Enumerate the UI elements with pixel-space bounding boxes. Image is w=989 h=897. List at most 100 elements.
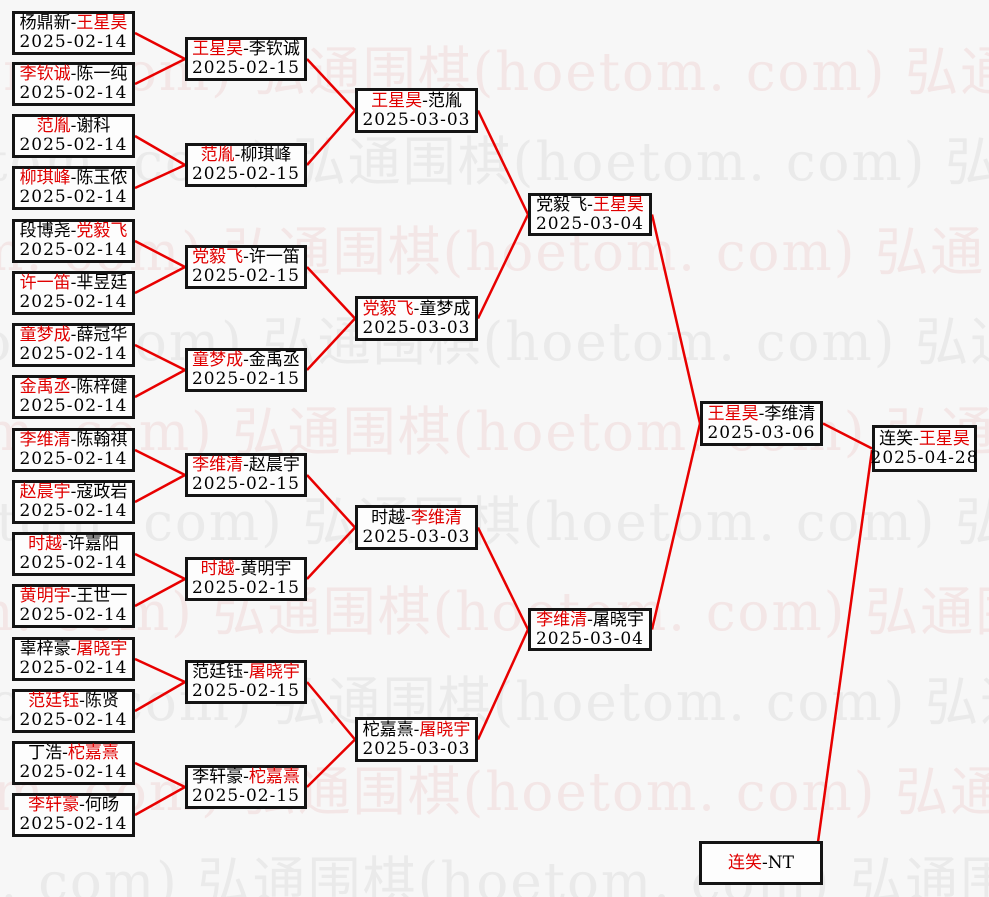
name-separator: - [70,325,77,345]
player2-name: 芈昱廷 [76,273,128,293]
match-players: 赵晨宇 - 寇政岩 [20,483,128,502]
match-box: 李维清 - 陈翰祺 2025-02-14 [12,428,135,472]
name-separator: - [762,852,768,873]
match-players: 段博尧 - 党毅飞 [20,222,128,241]
player2-name: 李维清 [764,403,816,424]
player2-name: 陈贤 [84,691,119,711]
connector-line [134,163,186,190]
connector-line [134,680,186,713]
match-date: 2025-02-14 [19,83,128,103]
match-box: 李钦诚 - 陈一纯 2025-02-14 [12,62,135,106]
player1-name: 段博尧 [19,221,71,241]
name-separator: - [913,428,919,449]
match-players: 金禹丞 - 陈梓健 [20,378,128,397]
connector-line [476,109,530,216]
match-box: 金禹丞 - 陈梓健 2025-02-14 [12,375,135,419]
match-box: 范廷钰 - 屠晓宇 2025-02-15 [185,660,307,704]
connector-line [816,449,874,843]
connector-line [134,239,186,269]
match-date: 2025-02-15 [191,681,300,701]
name-separator: - [70,430,77,450]
name-separator: - [70,168,77,188]
match-date: 2025-02-15 [191,474,300,494]
player1-name: 连笑 [728,852,763,873]
player2-name: 党毅飞 [76,221,128,241]
player2-name: 王星昊 [918,428,970,449]
name-separator: - [70,64,77,84]
match-date: 2025-03-06 [707,422,816,443]
match-date: 2025-02-15 [191,786,300,806]
player2-name: 许嘉阳 [67,534,119,554]
player2-name: 许一笛 [248,247,300,267]
match-date: 2025-02-14 [19,658,128,678]
match-date: 2025-02-15 [191,369,300,389]
player1-name: 柳琪峰 [19,168,71,188]
player2-name: 王星昊 [76,13,128,33]
name-separator: - [70,221,77,241]
player1-name: 李轩豪 [192,767,244,787]
match-box: 丁浩 - 柁嘉熹 2025-02-14 [12,741,135,785]
match-players: 范胤 - 柳琪峰 [201,146,292,165]
match-date: 2025-02-14 [19,240,128,260]
match-box: 柳琪峰 - 陈玉侬 2025-02-14 [12,166,135,210]
match-players: 李维清 - 屠晓宇 [536,610,644,630]
connector-line [134,657,186,684]
match-date: 2025-02-14 [19,710,128,730]
match-players: 黄明宇 - 王世一 [20,587,128,606]
match-date: 2025-02-14 [19,605,128,625]
match-box: 党毅飞 - 王星昊 2025-03-04 [528,193,652,236]
player2-name: 谢科 [76,116,111,136]
player2-name: 童梦成 [419,298,471,319]
match-date: 2025-02-14 [19,501,128,521]
match-players: 李钦诚 - 陈一纯 [20,65,128,84]
match-box: 李轩豪 - 何旸 2025-02-14 [12,793,135,837]
connector-line [822,422,873,450]
player2-name: 金禹丞 [248,350,300,370]
connector-line [476,526,530,631]
player1-name: 连笑 [879,428,914,449]
match-date: 2025-03-04 [535,628,644,649]
name-separator: - [70,482,77,502]
player2-name: 陈翰祺 [76,430,128,450]
match-players: 童梦成 - 薛冠华 [20,326,128,345]
player1-name: 党毅飞 [536,194,588,215]
player2-name: 寇政岩 [76,482,128,502]
name-separator: - [70,273,77,293]
match-date: 2025-02-14 [19,32,128,52]
match-box: 王星昊 - 范胤 2025-03-03 [355,88,478,133]
name-separator: - [243,247,249,267]
match-players: 范廷钰 - 屠晓宇 [192,663,300,682]
match-date: 2025-02-14 [19,292,128,312]
match-players: 党毅飞 - 童梦成 [363,298,471,319]
player1-name: 金禹丞 [19,377,71,397]
name-separator: - [234,559,241,579]
connector-line [134,473,186,504]
match-players: 党毅飞 - 王星昊 [536,194,644,215]
match-box: 赵晨宇 - 寇政岩 2025-02-14 [12,480,135,524]
name-separator: - [405,507,411,528]
match-players: 连笑 - 王星昊 [879,428,970,449]
match-date: 2025-02-14 [19,449,128,469]
match-box: 范胤 - 谢科 2025-02-14 [12,114,135,158]
match-box: 王星昊 - 李维清 2025-03-06 [700,401,823,446]
player1-name: 辜梓豪 [19,639,71,659]
match-players: 王星昊 - 李钦诚 [192,40,300,59]
player2-name: 柁嘉熹 [67,743,119,763]
player1-name: 赵晨宇 [19,482,71,502]
player1-name: 时越 [200,559,235,579]
match-date: 2025-03-03 [362,317,471,338]
connector-line [134,31,186,61]
match-box: 时越 - 许嘉阳 2025-02-14 [12,532,135,576]
match-players: 时越 - 李维清 [371,507,462,528]
name-separator: - [243,350,249,370]
player2-name: 陈玉侬 [76,168,128,188]
player1-name: 时越 [371,507,406,528]
connector-line [306,738,356,788]
name-separator: - [70,639,77,659]
match-date: 2025-03-03 [362,526,471,547]
player2-name: 陈一纯 [76,64,128,84]
match-players: 王星昊 - 李维清 [708,403,816,424]
player2-name: 赵晨宇 [248,455,300,475]
